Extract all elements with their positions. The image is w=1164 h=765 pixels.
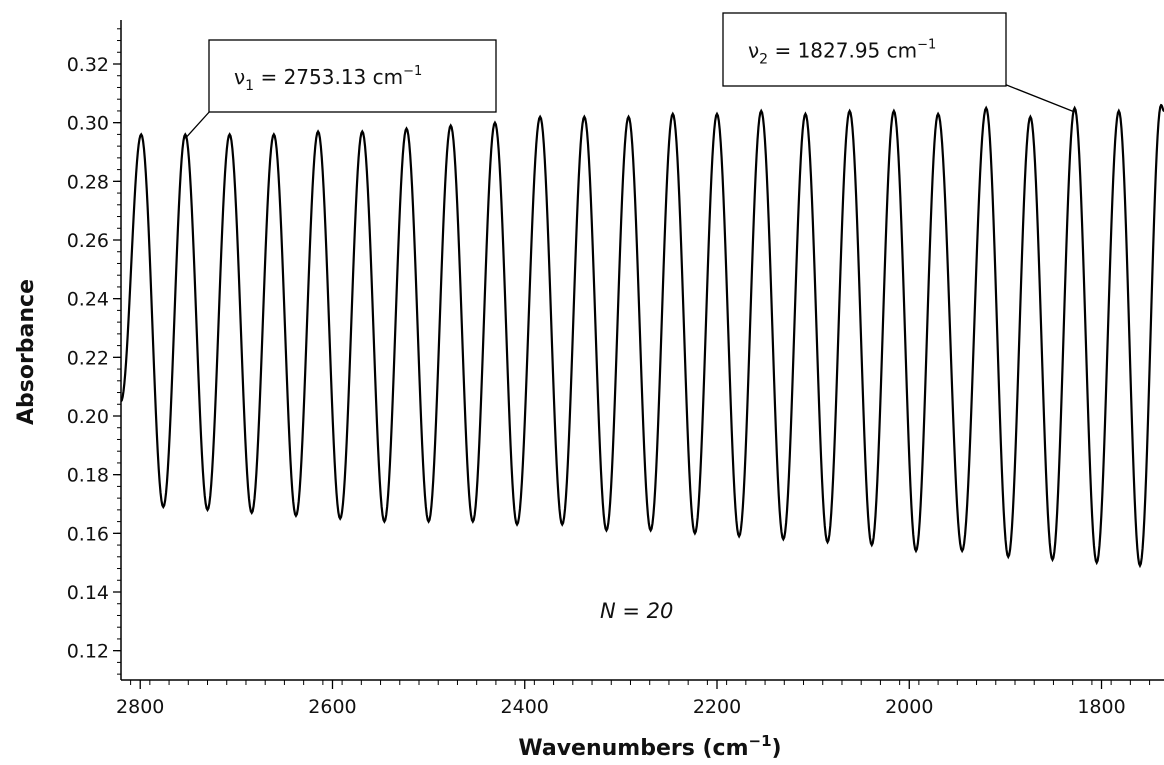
y-tick-label: 0.24	[67, 289, 109, 311]
annotation-box	[208, 39, 497, 113]
annotation-leader-line	[1003, 83, 1075, 113]
y-tick-label: 0.16	[67, 523, 109, 545]
annotation-leader-line	[184, 109, 212, 139]
y-tick-label: 0.26	[67, 230, 109, 252]
x-tick-label: 2000	[885, 696, 933, 718]
x-axis-title-sup: −1	[749, 732, 772, 750]
y-tick-label: 0.14	[67, 582, 109, 604]
x-tick-label: 1800	[1077, 696, 1125, 718]
y-tick-label: 0.22	[67, 347, 109, 369]
annotation-box	[722, 12, 1007, 87]
annotation-nu1: ν1 = 2753.13 cm−1	[184, 39, 497, 139]
annotations: ν1 = 2753.13 cm−1ν2 = 1827.95 cm−1	[184, 12, 1075, 139]
x-tick-label: 2800	[116, 696, 164, 718]
annotation-superscript: −1	[403, 64, 422, 79]
x-tick-label: 2400	[501, 696, 549, 718]
y-tick-label: 0.28	[67, 171, 109, 193]
sample-count-note: N = 20	[600, 599, 673, 623]
y-tick-label: 0.18	[67, 465, 109, 487]
x-tick-label: 2200	[693, 696, 741, 718]
y-tick-label: 0.30	[67, 113, 109, 135]
x-axis-title-close: )	[772, 736, 782, 761]
x-axis-title-main: Wavenumbers (cm	[518, 736, 748, 761]
chart-axes	[120, 20, 1164, 681]
y-tick-label: 0.12	[67, 641, 109, 663]
y-tick-label: 0.20	[67, 406, 109, 428]
x-axis-title: Wavenumbers (cm−1)	[518, 732, 781, 761]
annotation-nu-symbol: ν	[234, 65, 245, 89]
y-axis-title: Absorbance	[14, 279, 39, 425]
annotation-value: = 2753.13 cm	[254, 65, 403, 89]
absorbance-series-line	[121, 103, 1164, 569]
x-tick-label: 2600	[308, 696, 356, 718]
annotation-subscript: 1	[245, 78, 254, 94]
x-axis-ticks: 2800 2600 2400 2200 2000 1800	[116, 680, 1151, 718]
annotation-value: = 1827.95 cm	[768, 39, 917, 63]
annotation-subscript: 2	[759, 52, 768, 68]
annotation-nu2: ν2 = 1827.95 cm−1	[722, 12, 1075, 113]
annotation-label: ν2 = 1827.95 cm−1	[748, 38, 936, 68]
annotation-label: ν1 = 2753.13 cm−1	[234, 64, 422, 94]
y-tick-label: 0.32	[67, 54, 109, 76]
annotation-superscript: −1	[917, 38, 936, 53]
y-axis-ticks: 0.12 0.14 0.16 0.18 0.20 0.22 0.24 0.26 0.28 0.30…	[67, 28, 121, 675]
annotation-nu-symbol: ν	[748, 39, 759, 63]
